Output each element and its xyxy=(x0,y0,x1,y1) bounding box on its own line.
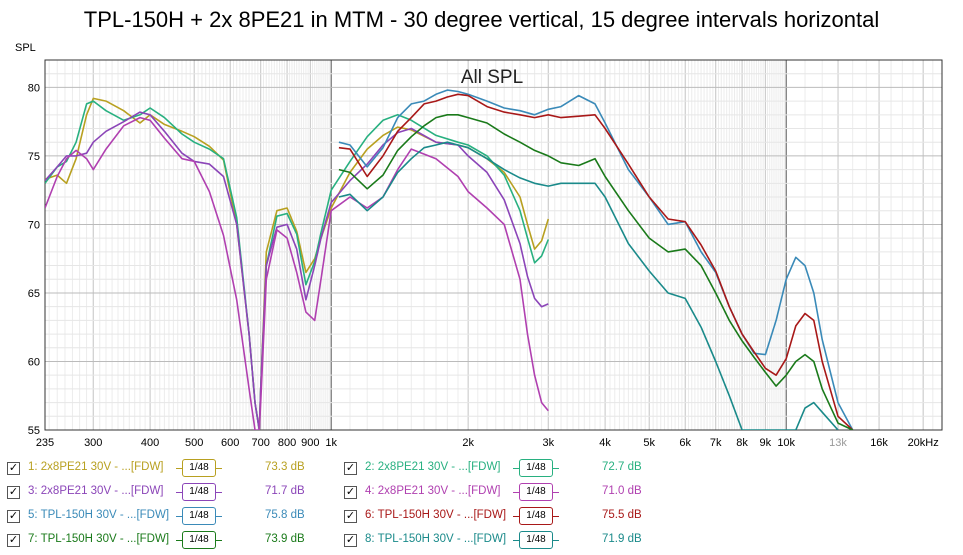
legend-value: 71.7 dB xyxy=(265,485,305,497)
legend-value: 72.7 dB xyxy=(602,461,642,473)
legend-label: 7: TPL-150H 30V - ...[FDW] xyxy=(28,533,170,545)
series-line-3 xyxy=(45,111,549,430)
legend: ✓ 1: 2x8PE21 30V - ...[FDW] 1/48 73.3 dB ✓ 2:… xyxy=(0,455,963,555)
legend-checkbox[interactable]: ✓ xyxy=(7,462,20,475)
smoothing-button[interactable]: 1/48 xyxy=(176,459,222,477)
legend-value: 71.9 dB xyxy=(602,533,642,545)
series-line-7 xyxy=(338,114,854,430)
x-tick-label: 800 xyxy=(278,437,296,449)
legend-label: 4: 2x8PE21 30V - ...[FDW] xyxy=(365,485,501,497)
x-tick-label: 2k xyxy=(462,437,474,449)
plot-frame xyxy=(44,59,943,431)
legend-value: 75.8 dB xyxy=(265,509,305,521)
x-tick-label: 300 xyxy=(84,437,102,449)
legend-checkbox[interactable]: ✓ xyxy=(344,510,357,523)
legend-value: 73.3 dB xyxy=(265,461,305,473)
legend-checkbox[interactable]: ✓ xyxy=(7,510,20,523)
legend-entry: ✓ 8: TPL-150H 30V - ...[FDW] 1/48 71.9 dB xyxy=(344,531,664,551)
legend-value: 71.0 dB xyxy=(602,485,642,497)
legend-entry: ✓ 1: 2x8PE21 30V - ...[FDW] 1/48 73.3 dB xyxy=(7,459,327,479)
legend-checkbox[interactable]: ✓ xyxy=(7,486,20,499)
x-tick-label: 500 xyxy=(185,437,203,449)
series-line-5 xyxy=(338,89,854,430)
series-line-2 xyxy=(45,100,550,430)
plot-area xyxy=(45,60,942,430)
chart-title: TPL-150H + 2x 8PE21 in MTM - 30 degree v… xyxy=(83,7,880,32)
y-tick-label: 65 xyxy=(28,288,40,300)
x-tick-label: 10k xyxy=(777,437,795,449)
x-tick-label: 4k xyxy=(599,437,611,449)
series-line-6 xyxy=(338,93,854,430)
series-line-4 xyxy=(45,116,549,430)
y-tick-label: 80 xyxy=(28,82,40,94)
legend-label: 3: 2x8PE21 30V - ...[FDW] xyxy=(28,485,164,497)
legend-entry: ✓ 5: TPL-150H 30V - ...[FDW] 1/48 75.8 dB xyxy=(7,507,327,527)
x-tick-label: 235 xyxy=(36,437,54,449)
x-tick-label: 3k xyxy=(542,437,554,449)
smoothing-button[interactable]: 1/48 xyxy=(176,483,222,501)
legend-label: 5: TPL-150H 30V - ...[FDW] xyxy=(28,509,170,521)
smoothing-button[interactable]: 1/48 xyxy=(513,531,559,549)
spl-chart: 55 60 65 70 75 80 SPL 235 300 400 500 600 700 800 900 1… xyxy=(15,42,943,449)
x-tick-label: 900 xyxy=(301,437,319,449)
legend-checkbox[interactable]: ✓ xyxy=(344,462,357,475)
x-tick-label: 20kHz xyxy=(908,437,939,449)
series-line-8 xyxy=(338,141,839,430)
x-tick-label: 400 xyxy=(141,437,159,449)
smoothing-button[interactable]: 1/48 xyxy=(513,459,559,477)
chart-subtitle: All SPL xyxy=(461,67,523,88)
y-axis-label: SPL xyxy=(15,42,36,54)
x-tick-label: 700 xyxy=(252,437,270,449)
grid xyxy=(44,59,943,431)
x-tick-label: 8k xyxy=(736,437,748,449)
x-tick-label: 9k xyxy=(760,437,772,449)
y-tick-label: 55 xyxy=(28,425,40,437)
y-tick-label: 70 xyxy=(28,219,40,231)
legend-entry: ✓ 6: TPL-150H 30V - ...[FDW] 1/48 75.5 dB xyxy=(344,507,664,527)
legend-label: 2: 2x8PE21 30V - ...[FDW] xyxy=(365,461,501,473)
x-tick-label: 1k xyxy=(325,437,337,449)
legend-value: 75.5 dB xyxy=(602,509,642,521)
legend-checkbox[interactable]: ✓ xyxy=(344,534,357,547)
smoothing-button[interactable]: 1/48 xyxy=(176,507,222,525)
legend-checkbox[interactable]: ✓ xyxy=(344,486,357,499)
smoothing-button[interactable]: 1/48 xyxy=(513,483,559,501)
x-tick-label: 5k xyxy=(643,437,655,449)
legend-entry: ✓ 7: TPL-150H 30V - ...[FDW] 1/48 73.9 dB xyxy=(7,531,327,551)
smoothing-button[interactable]: 1/48 xyxy=(176,531,222,549)
x-tick-label: 16k xyxy=(870,437,888,449)
legend-checkbox[interactable]: ✓ xyxy=(7,534,20,547)
x-tick-label: 13k xyxy=(829,437,847,449)
legend-label: 1: 2x8PE21 30V - ...[FDW] xyxy=(28,461,164,473)
legend-label: 8: TPL-150H 30V - ...[FDW] xyxy=(365,533,507,545)
legend-label: 6: TPL-150H 30V - ...[FDW] xyxy=(365,509,507,521)
legend-value: 73.9 dB xyxy=(265,533,305,545)
legend-entry: ✓ 4: 2x8PE21 30V - ...[FDW] 1/48 71.0 dB xyxy=(344,483,664,503)
x-tick-label: 600 xyxy=(221,437,239,449)
x-tick-label: 6k xyxy=(679,437,691,449)
x-tick-label: 7k xyxy=(710,437,722,449)
smoothing-button[interactable]: 1/48 xyxy=(513,507,559,525)
legend-entry: ✓ 3: 2x8PE21 30V - ...[FDW] 1/48 71.7 dB xyxy=(7,483,327,503)
series-group xyxy=(45,89,854,430)
y-tick-label: 60 xyxy=(28,356,40,368)
legend-entry: ✓ 2: 2x8PE21 30V - ...[FDW] 1/48 72.7 dB xyxy=(344,459,664,479)
y-tick-label: 75 xyxy=(28,151,40,163)
